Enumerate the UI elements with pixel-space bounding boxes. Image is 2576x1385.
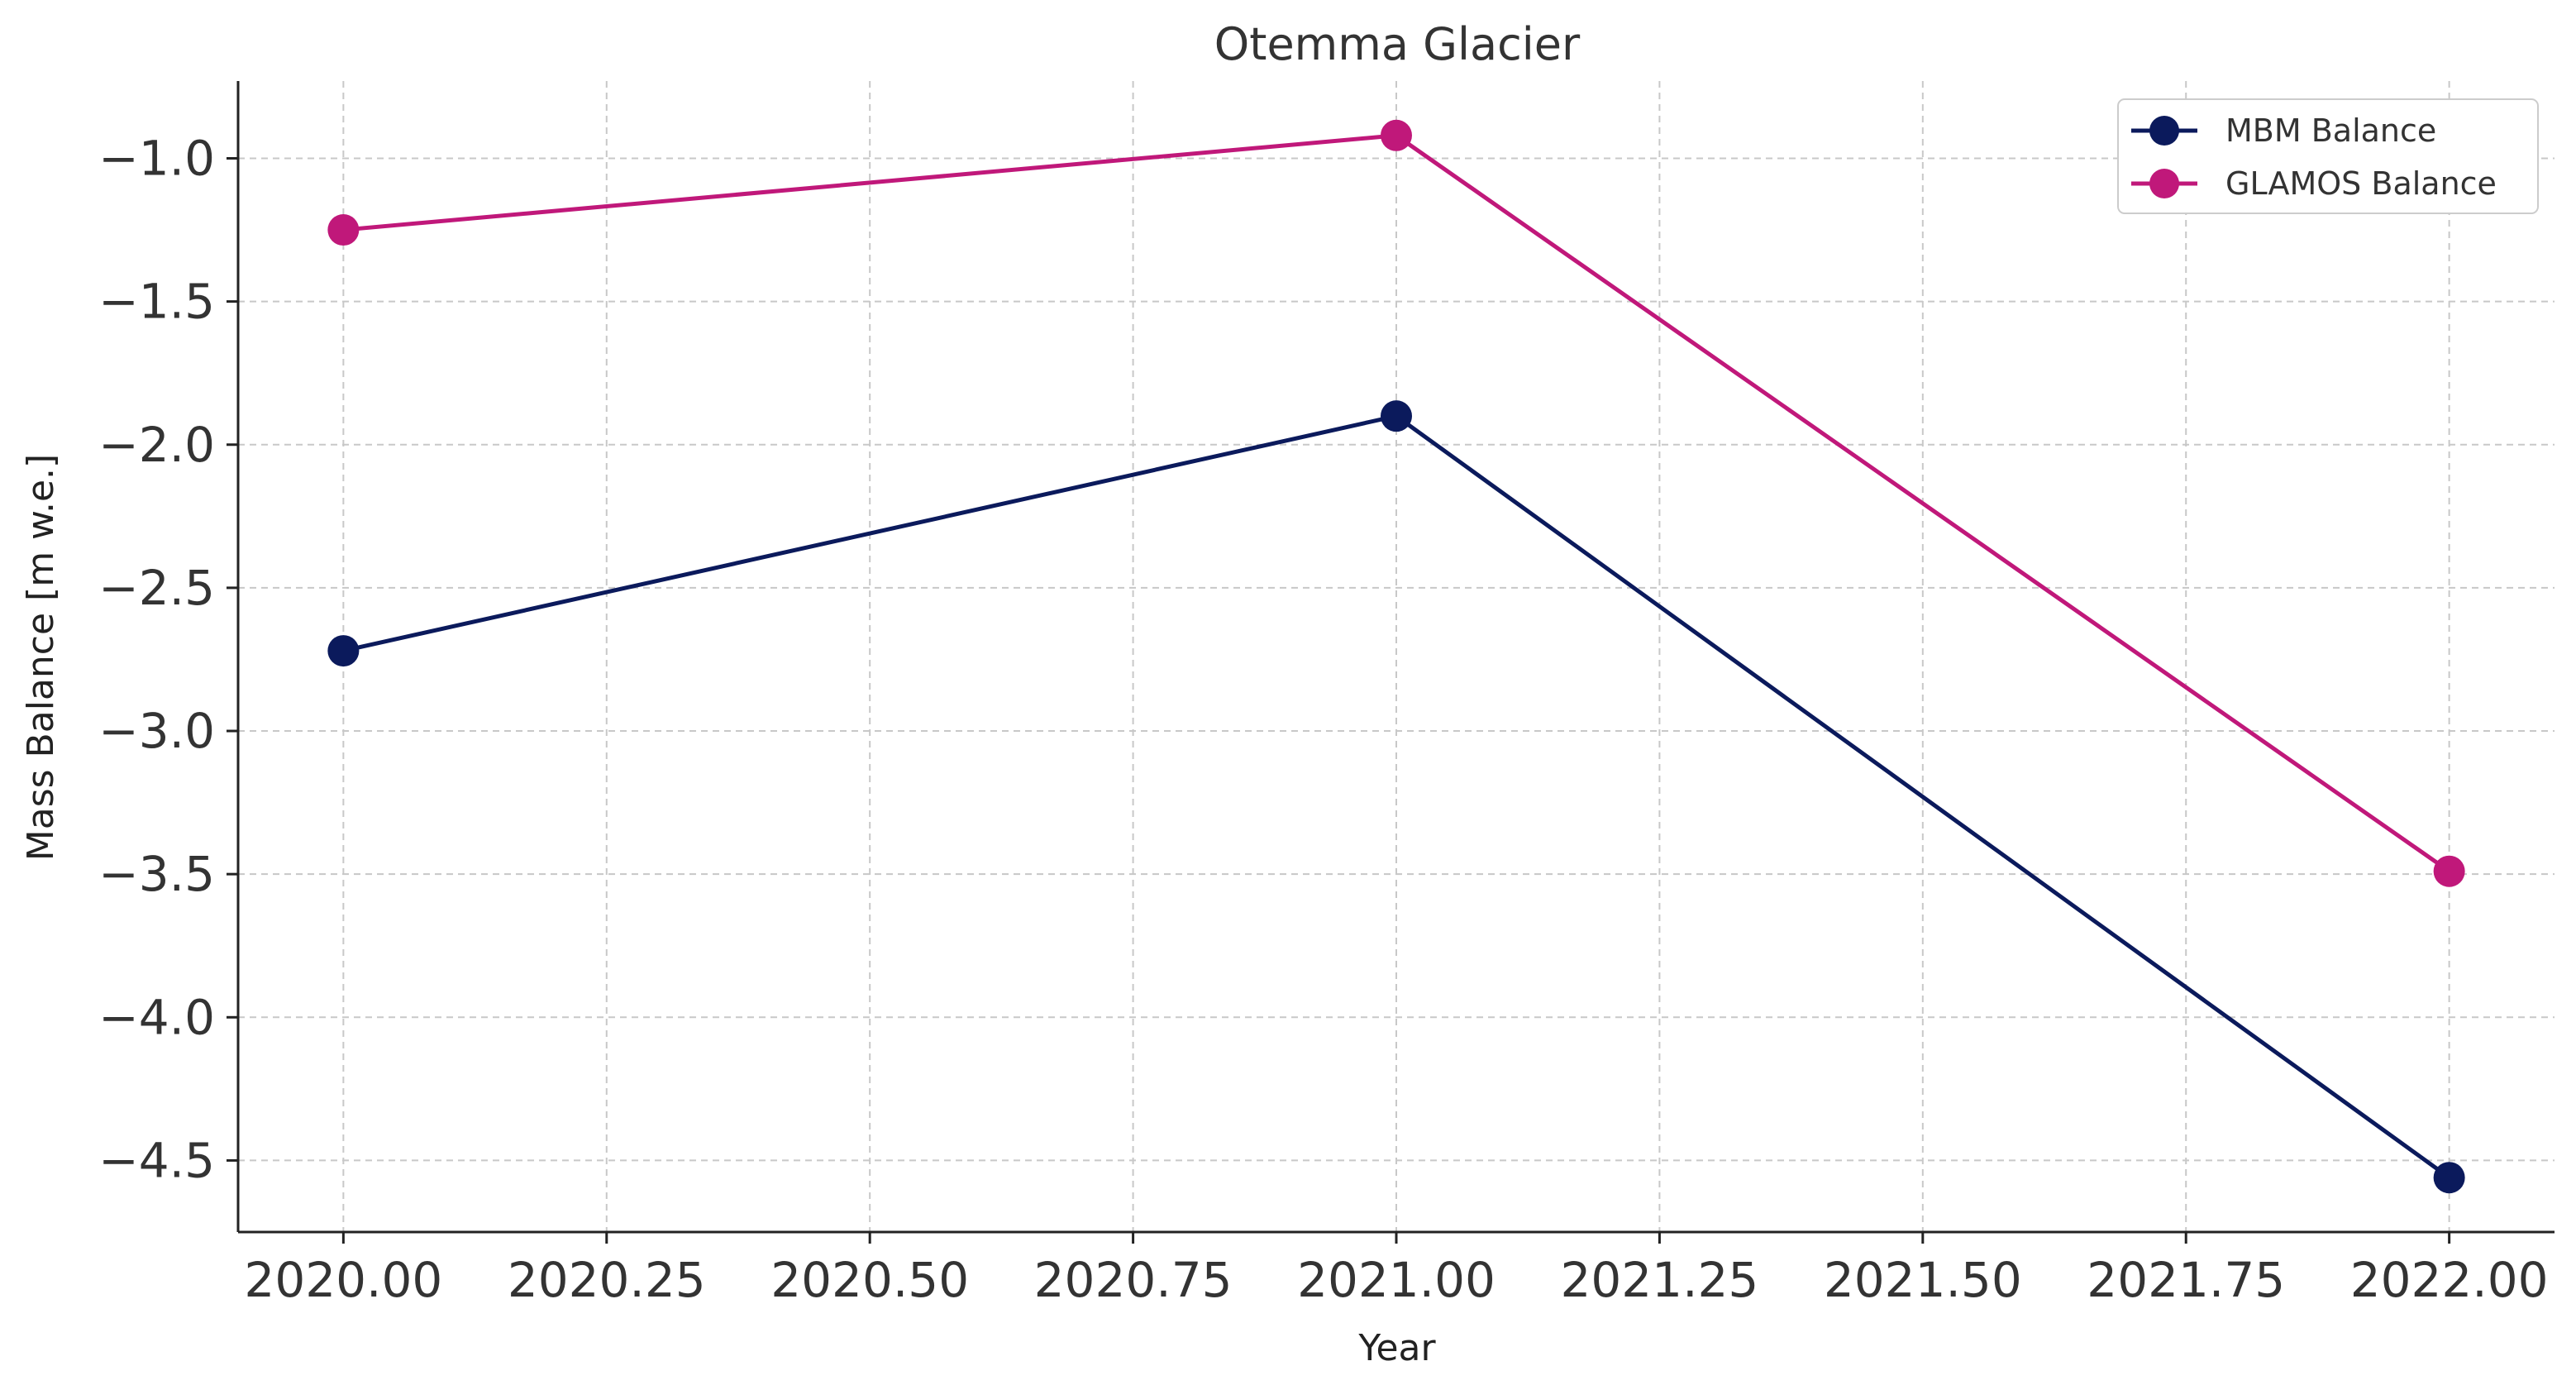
y-tick-label: −2.5 xyxy=(98,560,215,616)
x-axis-label: Year xyxy=(1357,1327,1436,1369)
x-tick-label: 2021.00 xyxy=(1297,1252,1496,1308)
y-tick-label: −3.5 xyxy=(98,846,215,902)
y-tick-label: −1.5 xyxy=(98,274,215,330)
data-point-mbm-balance xyxy=(327,635,360,667)
chart-title: Otemma Glacier xyxy=(1214,18,1581,70)
data-point-glamos-balance xyxy=(327,214,360,246)
legend-marker xyxy=(2149,116,2179,146)
legend-label: MBM Balance xyxy=(2225,112,2436,149)
x-tick-label: 2020.75 xyxy=(1034,1252,1233,1308)
y-ticks: −1.0 −1.5 −2.0 −2.5 −3.0 −3.5 −4.0 −4.5 xyxy=(98,130,238,1188)
y-tick-label: −1.0 xyxy=(98,130,215,186)
y-tick-label: −4.0 xyxy=(98,989,215,1045)
x-tick-label: 2021.50 xyxy=(1824,1252,2022,1308)
data-point-glamos-balance xyxy=(2433,855,2465,887)
data-point-mbm-balance xyxy=(2433,1162,2465,1194)
x-tick-label: 2021.25 xyxy=(1560,1252,1758,1308)
legend-label: GLAMOS Balance xyxy=(2225,165,2497,202)
series-glamos-balance xyxy=(327,119,2465,887)
x-ticks: 2020.00 2020.25 2020.50 2020.75 2021.00 2021.… xyxy=(244,1232,2549,1308)
x-tick-label: 2020.50 xyxy=(770,1252,969,1308)
grid-lines xyxy=(238,81,2555,1232)
series-layer xyxy=(327,119,2465,1194)
x-tick-label: 2020.25 xyxy=(508,1252,706,1308)
series-line-mbm-balance xyxy=(342,413,2451,1180)
legend-entry: GLAMOS Balance xyxy=(2131,165,2497,202)
y-axis-label: Mass Balance [m w.e.] xyxy=(20,454,62,861)
legend-entry: MBM Balance xyxy=(2131,112,2436,149)
x-tick-label: 2020.00 xyxy=(244,1252,442,1308)
legend-frame xyxy=(2117,98,2539,214)
series-mbm-balance xyxy=(327,400,2465,1194)
data-point-mbm-balance xyxy=(1381,400,1412,432)
x-tick-label: 2022.00 xyxy=(2350,1252,2549,1308)
y-tick-label: −4.5 xyxy=(98,1132,215,1188)
legend: MBM Balance GLAMOS Balance xyxy=(2117,98,2539,214)
y-tick-label: −2.0 xyxy=(98,417,215,473)
y-tick-label: −3.0 xyxy=(98,703,215,759)
x-tick-label: 2021.75 xyxy=(2087,1252,2285,1308)
data-point-glamos-balance xyxy=(1381,119,1412,151)
legend-marker xyxy=(2149,169,2179,198)
